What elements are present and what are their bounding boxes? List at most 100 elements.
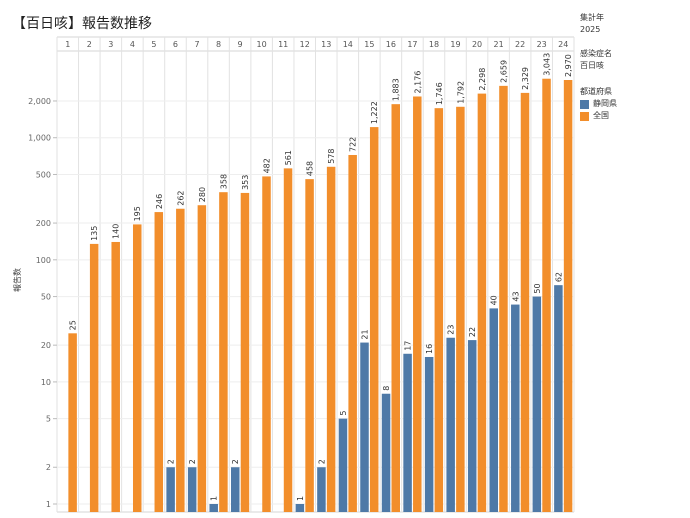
bar-shizuoka (360, 342, 369, 512)
x-axis: 1 2 3 4 5 6 7 8 9 10 11 12 13 14 15 16 17 18 19 20 21 22 23 24 (65, 40, 568, 49)
x-category-label: 1 (65, 40, 70, 49)
legend-label-shizuoka: 静岡県 (593, 99, 617, 108)
bar-national (499, 85, 508, 513)
data-label-national: 195 (133, 206, 142, 221)
y-tick-label: 5 (46, 415, 51, 424)
bar-national (369, 127, 379, 513)
x-category-label: 4 (130, 40, 135, 49)
y-tick-label: 20 (41, 341, 51, 350)
data-label-shizuoka: 62 (554, 272, 563, 282)
bar-national (326, 166, 336, 512)
year-filter-value[interactable]: 2025 (580, 25, 601, 34)
x-category-label: 18 (429, 40, 439, 49)
data-label-national: 358 (219, 174, 228, 189)
data-label-national: 2,176 (413, 71, 422, 94)
bar-shizuoka (467, 340, 477, 512)
legend: 都道府県 静岡県 全国 (580, 86, 617, 122)
legend-swatch-national (580, 111, 589, 121)
y-tick-label: 1 (46, 500, 51, 509)
x-category-label: 3 (108, 40, 113, 49)
data-label-shizuoka: 1 (296, 496, 305, 501)
bar-shizuoka (554, 285, 563, 512)
data-label-national: 722 (349, 137, 358, 152)
data-label-shizuoka: 2 (188, 459, 197, 464)
x-category-label: 7 (194, 40, 199, 49)
y-tick-label: 10 (41, 378, 51, 387)
bar-national (305, 179, 314, 512)
x-category-label: 10 (257, 40, 267, 49)
y-axis-label: 報告数 (12, 268, 22, 292)
x-category-label: 16 (386, 40, 396, 49)
disease-filter-label: 感染症名 (580, 49, 612, 58)
bar-shizuoka (187, 467, 197, 512)
data-label-national: 482 (262, 158, 271, 173)
x-category-label: 9 (238, 40, 243, 49)
legend-item-national[interactable]: 全国 (580, 110, 617, 122)
data-label-shizuoka: 23 (447, 325, 456, 335)
bar-national (348, 154, 357, 512)
bar-national (413, 96, 422, 512)
x-category-label: 11 (278, 40, 288, 49)
bar-national (434, 108, 444, 512)
y-tick-label: 2,000 (28, 97, 51, 106)
data-label-national: 2,298 (478, 68, 487, 91)
legend-item-shizuoka[interactable]: 静岡県 (580, 98, 617, 110)
data-label-shizuoka: 2 (317, 459, 326, 464)
y-axis: 1 2 5 10 20 50 100 200 500 1,000 2,000 (28, 97, 57, 509)
x-category-label: 20 (472, 40, 482, 49)
y-tick-label: 2 (46, 463, 51, 472)
data-label-shizuoka: 5 (339, 411, 348, 416)
data-label-shizuoka: 17 (404, 341, 413, 351)
data-label-shizuoka: 8 (382, 386, 391, 391)
page-title: 【百日咳】報告数推移 (12, 16, 152, 32)
x-category-label: 17 (407, 40, 417, 49)
x-category-label: 13 (321, 40, 331, 49)
x-category-label: 6 (173, 40, 178, 49)
bar-national (563, 80, 573, 512)
data-label-shizuoka: 22 (468, 327, 477, 337)
data-label-national: 578 (327, 149, 336, 164)
year-filter[interactable]: 集計年 2025 (580, 12, 604, 36)
x-category-label: 14 (343, 40, 353, 49)
data-label-shizuoka: 16 (425, 344, 434, 354)
bar-shizuoka (338, 418, 348, 512)
year-filter-label: 集計年 (580, 13, 604, 22)
disease-filter-value[interactable]: 百日咳 (580, 61, 604, 70)
data-label-national: 1,792 (456, 81, 465, 104)
bar-national (176, 208, 185, 512)
bar-national (520, 92, 530, 512)
data-label-national: 2,659 (499, 60, 508, 83)
bar-shizuoka (403, 353, 412, 512)
y-tick-label: 200 (36, 219, 51, 228)
legend-swatch-shizuoka (580, 99, 589, 109)
x-category-label: 21 (494, 40, 504, 49)
data-label-national: 135 (90, 226, 99, 241)
bar-shizuoka (532, 296, 542, 512)
data-label-national: 458 (306, 161, 315, 176)
bar-national (89, 243, 99, 512)
bar-national (132, 224, 142, 512)
bar-shizuoka (166, 467, 175, 512)
bar-national (283, 168, 293, 512)
x-category-label: 19 (450, 40, 460, 49)
bar-shizuoka (231, 467, 240, 512)
bars (68, 78, 573, 513)
x-category-label: 22 (515, 40, 525, 49)
data-label-shizuoka: 2 (167, 459, 176, 464)
data-label-national: 1,222 (370, 101, 379, 124)
grid-lines (56, 36, 575, 513)
bar-shizuoka (489, 308, 499, 512)
legend-label-national: 全国 (593, 111, 609, 120)
data-label-national: 25 (69, 320, 78, 330)
disease-filter[interactable]: 感染症名 百日咳 (580, 48, 612, 72)
bar-shizuoka (446, 337, 455, 512)
bar-shizuoka (381, 393, 391, 512)
x-category-label: 24 (558, 40, 568, 49)
bar-national (197, 205, 207, 512)
data-label-national: 353 (241, 175, 250, 190)
x-category-label: 8 (216, 40, 221, 49)
bar-national (219, 192, 228, 512)
data-label-shizuoka: 1 (210, 496, 219, 501)
y-tick-label: 100 (36, 256, 51, 265)
